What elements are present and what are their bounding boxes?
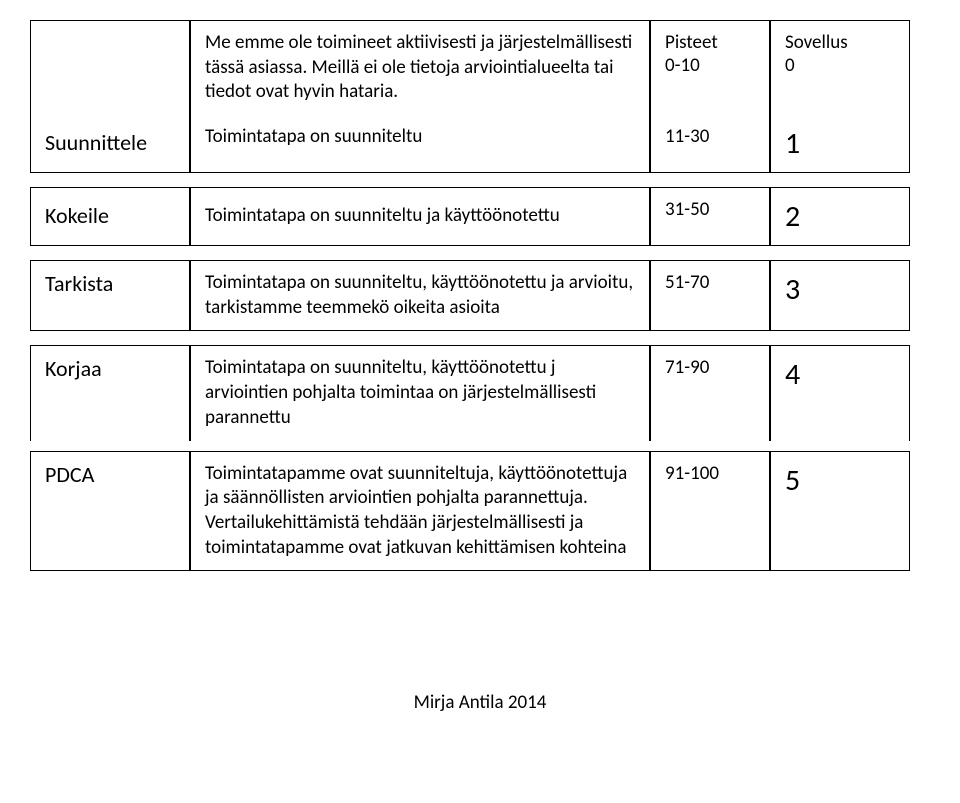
row-app-cell: 2 [770,187,910,246]
row-desc: Me emme ole toimineet aktiivisesti ja jä… [205,31,635,105]
table-row: Me emme ole toimineet aktiivisesti ja jä… [30,20,930,115]
row-label-cell: Suunnittele [30,115,190,173]
row-points-cell: 51-70 [650,260,770,331]
row-app: 4 [785,356,895,393]
row-label-cell: Korjaa [30,345,190,440]
row-points-cell: 91-100 [650,451,770,572]
row-points: 31-50 [665,198,755,221]
row-app: 5 [785,462,895,499]
row-desc: Toimintatapa on suunniteltu, käyttöönote… [205,356,635,430]
table-row: Tarkista Toimintatapa on suunniteltu, kä… [30,260,930,331]
row-desc-cell: Me emme ole toimineet aktiivisesti ja jä… [190,20,650,115]
row-app: 2 [785,198,895,235]
row-app-cell: Sovellus 0 [770,20,910,115]
row-points: 71-90 [665,356,755,379]
row-desc: Toimintatapa on suunniteltu [205,125,635,150]
row-desc-cell: Toimintatapa on suunniteltu [190,115,650,173]
row-label: PDCA [45,462,175,488]
row-points-cell: 31-50 [650,187,770,246]
row-points: 51-70 [665,271,755,294]
row-desc-cell: Toimintatapa on suunniteltu, käyttöönote… [190,345,650,440]
row-app: 3 [785,271,895,308]
row-points-cell: 71-90 [650,345,770,440]
row-app-cell: 4 [770,345,910,440]
row-label-cell: PDCA [30,451,190,572]
row-label: Korjaa [45,356,175,382]
row-desc: Toimintatapa on suunniteltu, käyttöönote… [205,271,635,320]
table-row: Suunnittele Toimintatapa on suunniteltu … [30,115,930,173]
app-header: Sovellus [785,31,895,54]
table-row: Korjaa Toimintatapa on suunniteltu, käyt… [30,345,930,440]
points-header: Pisteet [665,31,755,54]
row-label: Suunnittele [45,130,175,156]
row-label: Kokeile [45,203,175,229]
row-label: Tarkista [45,271,175,297]
row-app-cell: 3 [770,260,910,331]
row-app: 1 [785,125,895,162]
assessment-table: Me emme ole toimineet aktiivisesti ja jä… [30,20,930,571]
table-row: PDCA Toimintatapamme ovat suunniteltuja,… [30,451,930,572]
row-points: 0-10 [665,54,755,77]
row-desc-cell: Toimintatapa on suunniteltu ja käyttööno… [190,187,650,246]
row-app-cell: 5 [770,451,910,572]
row-desc: Toimintatapa on suunniteltu ja käyttööno… [205,204,635,229]
table-row: Kokeile Toimintatapa on suunniteltu ja k… [30,187,930,246]
row-app: 0 [785,54,895,77]
row-desc-cell: Toimintatapa on suunniteltu, käyttöönote… [190,260,650,331]
row-label-cell [30,20,190,115]
footer-text: Mirja Antila 2014 [0,691,960,714]
row-app-cell: 1 [770,115,910,173]
row-label-cell: Kokeile [30,187,190,246]
row-points-cell: Pisteet 0-10 [650,20,770,115]
row-points: 11-30 [665,125,755,148]
row-points: 91-100 [665,462,755,485]
row-label-cell: Tarkista [30,260,190,331]
row-desc-cell: Toimintatapamme ovat suunniteltuja, käyt… [190,451,650,572]
row-desc: Toimintatapamme ovat suunniteltuja, käyt… [205,462,635,561]
row-points-cell: 11-30 [650,115,770,173]
